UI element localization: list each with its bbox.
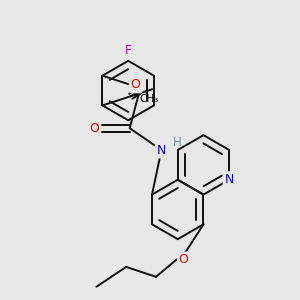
Text: O: O — [89, 122, 99, 135]
Text: N: N — [224, 173, 234, 186]
Text: F: F — [124, 44, 132, 57]
Text: H: H — [173, 136, 182, 148]
Text: CH₃: CH₃ — [140, 94, 159, 104]
Text: N: N — [157, 143, 166, 157]
Text: O: O — [179, 254, 189, 266]
Text: O: O — [131, 78, 141, 92]
